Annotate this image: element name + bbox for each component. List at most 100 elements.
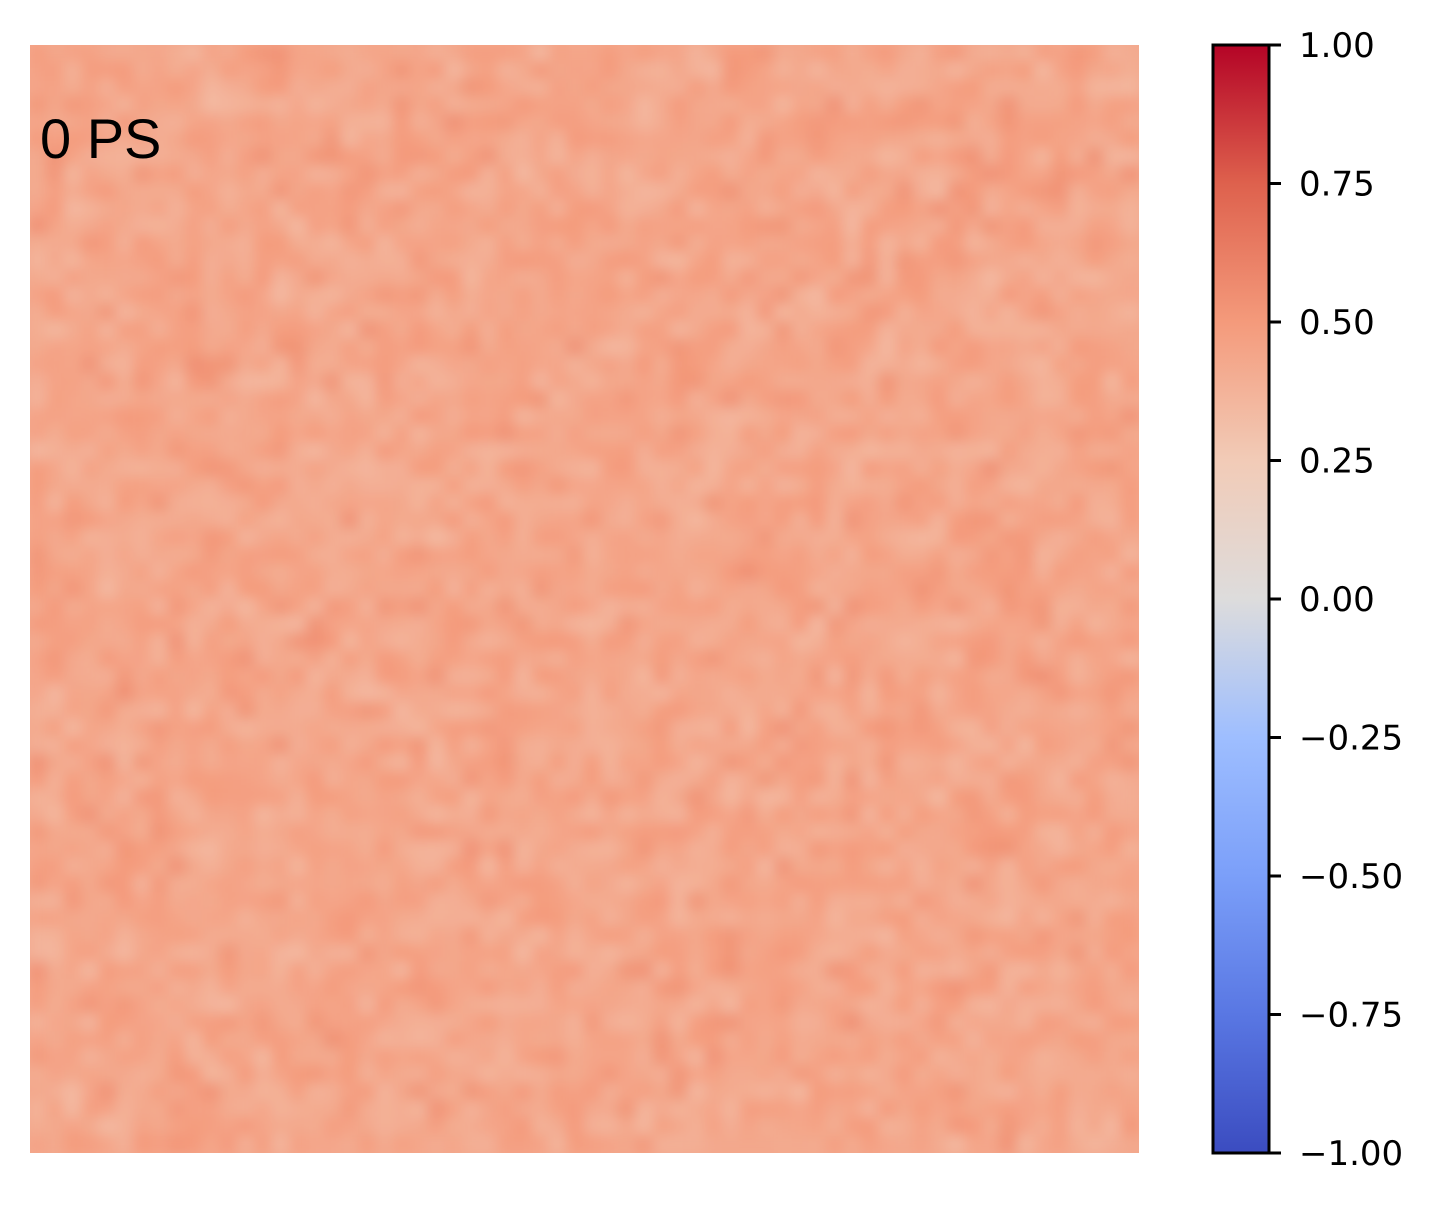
heatmap-cell bbox=[1103, 701, 1123, 722]
heatmap-panel: 0 PS bbox=[30, 45, 1139, 1153]
heatmap-cell bbox=[462, 823, 482, 843]
heatmap-cell bbox=[808, 701, 829, 722]
heatmap-cell bbox=[427, 684, 447, 704]
heatmap-cell bbox=[167, 355, 187, 375]
heatmap-cell bbox=[1086, 667, 1106, 687]
heatmap-cell bbox=[254, 199, 274, 220]
heatmap-cell bbox=[98, 736, 118, 756]
heatmap-cell bbox=[1051, 251, 1071, 272]
heatmap-cell bbox=[1016, 563, 1037, 583]
heatmap-cell bbox=[704, 892, 725, 912]
heatmap-cell bbox=[808, 476, 829, 497]
heatmap-cell bbox=[202, 892, 222, 912]
heatmap-cell bbox=[375, 909, 395, 929]
heatmap-cell bbox=[1103, 442, 1123, 462]
heatmap-cell bbox=[98, 321, 118, 341]
heatmap-cell bbox=[999, 1117, 1019, 1137]
heatmap-cell bbox=[496, 511, 517, 531]
heatmap-cell bbox=[652, 182, 673, 202]
heatmap-cell bbox=[132, 649, 153, 670]
heatmap-cell bbox=[739, 1100, 759, 1120]
heatmap-cell bbox=[912, 390, 933, 410]
heatmap-cell bbox=[756, 78, 777, 98]
heatmap-cell bbox=[1034, 892, 1054, 912]
heatmap-cell bbox=[288, 788, 309, 808]
heatmap-cell bbox=[80, 147, 101, 168]
heatmap-cell bbox=[878, 61, 898, 81]
heatmap-cell bbox=[444, 407, 465, 427]
heatmap-cell bbox=[306, 701, 326, 722]
heatmap-cell bbox=[878, 78, 898, 98]
heatmap-cell bbox=[635, 788, 655, 808]
heatmap-cell bbox=[670, 753, 690, 774]
heatmap-cell bbox=[1103, 217, 1123, 237]
heatmap-cell bbox=[80, 840, 101, 860]
heatmap-cell bbox=[219, 424, 239, 445]
heatmap-cell bbox=[566, 286, 586, 306]
heatmap-cell bbox=[306, 234, 326, 254]
heatmap-cell bbox=[999, 563, 1019, 583]
heatmap-cell bbox=[98, 892, 118, 912]
heatmap-cell bbox=[600, 476, 621, 497]
heatmap-cell bbox=[982, 546, 1002, 566]
heatmap-cell bbox=[1051, 61, 1071, 81]
heatmap-cell bbox=[340, 511, 361, 531]
heatmap-cell bbox=[982, 1065, 1002, 1085]
heatmap-cell bbox=[288, 390, 309, 410]
heatmap-cell bbox=[306, 753, 326, 774]
heatmap-cell bbox=[184, 476, 205, 497]
heatmap-cell bbox=[895, 1030, 915, 1051]
heatmap-cell bbox=[219, 338, 239, 358]
heatmap-cell bbox=[132, 217, 153, 237]
heatmap-cell bbox=[618, 269, 638, 289]
heatmap-cell bbox=[1016, 736, 1037, 756]
heatmap-cell bbox=[30, 338, 49, 358]
heatmap-cell bbox=[444, 1065, 465, 1085]
heatmap-cell bbox=[184, 961, 205, 981]
heatmap-cell bbox=[583, 234, 603, 254]
heatmap-cell bbox=[618, 805, 638, 826]
heatmap-cell bbox=[340, 424, 361, 445]
heatmap-cell bbox=[427, 476, 447, 497]
heatmap-cell bbox=[184, 528, 205, 549]
heatmap-cell bbox=[202, 788, 222, 808]
heatmap-cell bbox=[912, 494, 933, 514]
heatmap-cell bbox=[531, 1065, 551, 1085]
heatmap-cell bbox=[947, 1048, 967, 1068]
heatmap-cell bbox=[548, 321, 569, 341]
heatmap-cell bbox=[306, 788, 326, 808]
heatmap-cell bbox=[635, 909, 655, 929]
heatmap-cell bbox=[912, 805, 933, 826]
heatmap-cell bbox=[46, 753, 66, 774]
heatmap-cell bbox=[150, 823, 170, 843]
heatmap-cell bbox=[323, 1082, 343, 1103]
heatmap-cell bbox=[30, 95, 49, 116]
heatmap-cell bbox=[514, 598, 534, 618]
heatmap-cell bbox=[687, 684, 707, 704]
heatmap-cell bbox=[46, 217, 66, 237]
heatmap-cell bbox=[479, 840, 499, 860]
heatmap-cell bbox=[219, 442, 239, 462]
heatmap-cell bbox=[566, 494, 586, 514]
heatmap-cell bbox=[410, 771, 430, 791]
heatmap-cell bbox=[392, 771, 413, 791]
heatmap-cell bbox=[566, 1048, 586, 1068]
heatmap-cell bbox=[115, 736, 135, 756]
heatmap-cell bbox=[1034, 649, 1054, 670]
heatmap-cell bbox=[860, 442, 881, 462]
heatmap-cell bbox=[531, 875, 551, 895]
heatmap-cell bbox=[739, 61, 759, 81]
heatmap-cell bbox=[774, 1117, 794, 1137]
heatmap-cell bbox=[236, 1065, 257, 1085]
heatmap-cell bbox=[531, 217, 551, 237]
heatmap-cell bbox=[808, 563, 829, 583]
heatmap-cell bbox=[254, 684, 274, 704]
heatmap-cell bbox=[635, 199, 655, 220]
heatmap-cell bbox=[80, 442, 101, 462]
heatmap-cell bbox=[46, 563, 66, 583]
heatmap-cell bbox=[652, 857, 673, 877]
heatmap-cell bbox=[496, 840, 517, 860]
heatmap-cell bbox=[236, 1100, 257, 1120]
heatmap-cell bbox=[566, 165, 586, 185]
heatmap-cell bbox=[704, 753, 725, 774]
